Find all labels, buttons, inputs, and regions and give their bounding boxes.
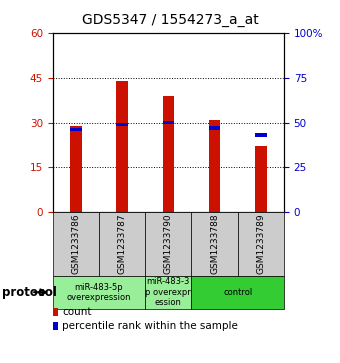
Text: miR-483-5p
overexpression: miR-483-5p overexpression [67,282,131,302]
Bar [116,81,128,212]
Bar [163,95,174,212]
Bar [255,134,267,137]
Text: GSM1233790: GSM1233790 [164,214,173,274]
Text: count: count [63,307,92,317]
Text: miR-483-3
p overexpr
ession: miR-483-3 p overexpr ession [146,277,191,307]
Text: control: control [223,288,252,297]
Bar [209,119,220,212]
Bar [70,126,82,212]
Bar [116,123,128,126]
Text: GSM1233789: GSM1233789 [256,214,265,274]
Bar [255,147,267,212]
Text: protocol: protocol [2,286,56,299]
Text: GDS5347 / 1554273_a_at: GDS5347 / 1554273_a_at [82,13,258,27]
Text: percentile rank within the sample: percentile rank within the sample [63,321,238,331]
Bar [163,121,174,124]
Text: GSM1233786: GSM1233786 [71,214,80,274]
Text: GSM1233788: GSM1233788 [210,214,219,274]
Bar [70,128,82,131]
Text: GSM1233787: GSM1233787 [118,214,126,274]
Bar [209,126,220,130]
